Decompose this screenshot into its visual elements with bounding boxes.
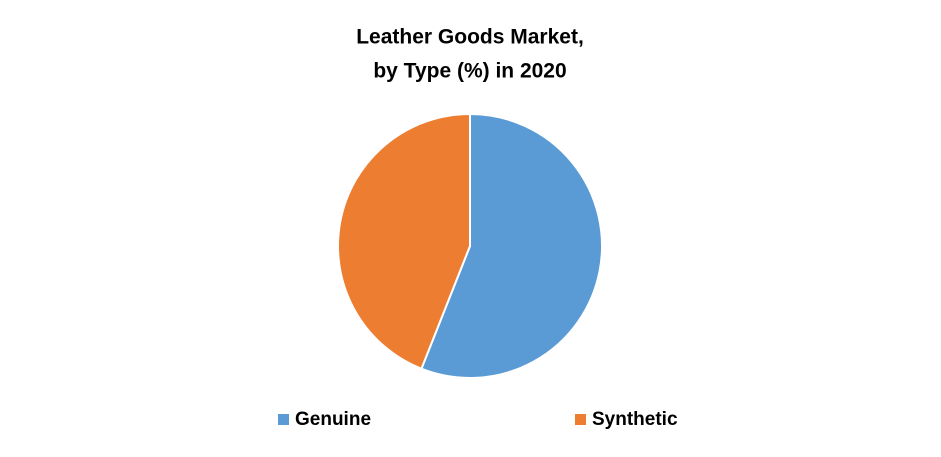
legend-swatch — [278, 414, 289, 425]
chart-title: by Type (%) in 2020 — [373, 60, 566, 83]
legend-swatch — [575, 414, 586, 425]
legend-label: Genuine — [295, 409, 371, 430]
legend-label: Synthetic — [592, 409, 678, 430]
chart-title: Leather Goods Market, — [356, 26, 584, 49]
pie-slice — [337, 112, 471, 371]
pie-slice — [420, 112, 603, 379]
